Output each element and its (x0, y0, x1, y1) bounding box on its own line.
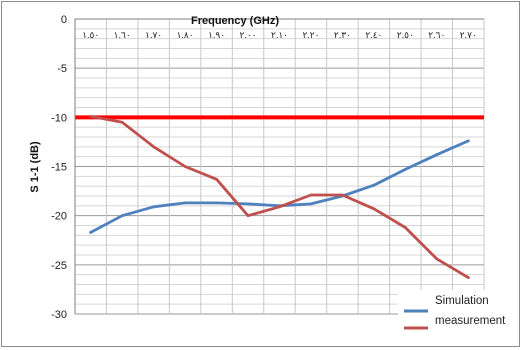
y-tick-label: -25 (51, 260, 67, 272)
data-point-simulation (309, 202, 313, 206)
y-tick-label: -20 (51, 211, 67, 223)
data-point-simulation (120, 214, 124, 218)
x-tick-label: ٢.٤٠ (365, 30, 382, 40)
x-tick-label: ٢.٣٠ (334, 30, 351, 40)
data-point-measurement (215, 177, 218, 181)
data-point-measurement (120, 120, 124, 124)
data-point-simulation (372, 183, 376, 187)
data-point-measurement (183, 165, 187, 168)
data-point-simulation (183, 201, 187, 205)
data-point-measurement (278, 205, 281, 209)
y-tick-label: -10 (51, 112, 67, 124)
data-point-measurement (466, 276, 470, 280)
data-point-simulation (246, 202, 250, 206)
data-point-measurement (372, 207, 376, 211)
gridlines (74, 18, 485, 315)
y-tick-label: -5 (57, 63, 67, 75)
data-point-measurement (152, 145, 156, 149)
data-point-simulation (89, 230, 93, 234)
data-point-measurement (89, 114, 93, 118)
data-point-measurement (403, 226, 407, 229)
x-tick-label: ٢.٢٠ (302, 30, 319, 40)
data-point-measurement (246, 214, 250, 218)
data-point-simulation (466, 139, 470, 143)
legend-label-measurement: measurement (435, 315, 506, 327)
series-group (89, 114, 470, 280)
y-tick-label: 0 (61, 14, 67, 26)
x-tick-label: ٢.٠٠ (240, 30, 257, 40)
x-tick-label: ١.٩٠ (208, 30, 225, 40)
y-tick-label: -30 (51, 309, 67, 321)
x-tick-label: ٢.٦٠ (428, 30, 445, 40)
data-point-simulation (435, 153, 439, 157)
y-tick-label: -15 (51, 162, 67, 174)
x-tick-label: ٢.٧٠ (460, 30, 477, 40)
legend-background (398, 290, 516, 342)
y-axis-title: S 1-1 (dB) (29, 141, 41, 193)
data-point-simulation (152, 205, 156, 209)
legend-label-simulation: Simulation (435, 295, 489, 307)
data-point-simulation (403, 168, 407, 171)
x-tick-label: ٢.٥٠ (397, 30, 414, 40)
data-point-measurement (341, 193, 344, 197)
series-line-measurement (89, 115, 470, 280)
x-tick-label: ١.٦٠ (114, 30, 131, 40)
x-tick-label: ١.٧٠ (145, 30, 162, 40)
legend: Simulation measurement (398, 290, 516, 342)
x-tick-label: ٢.١٠ (271, 30, 288, 40)
data-point-simulation (215, 201, 218, 205)
x-tick-label: ١.٥٠ (82, 30, 99, 40)
data-point-measurement (435, 257, 439, 261)
x-axis-title: Frequency (GHz) (191, 15, 279, 27)
axes: 0 -5 -10 -15 -20 -25 -30 ١.٥٠ ١.٦٠ ١.٧٠ ١.٨٠ ١.٩٠ ٢.… (51, 14, 484, 321)
x-tick-label: ١.٨٠ (177, 30, 194, 40)
data-point-measurement (309, 193, 313, 197)
